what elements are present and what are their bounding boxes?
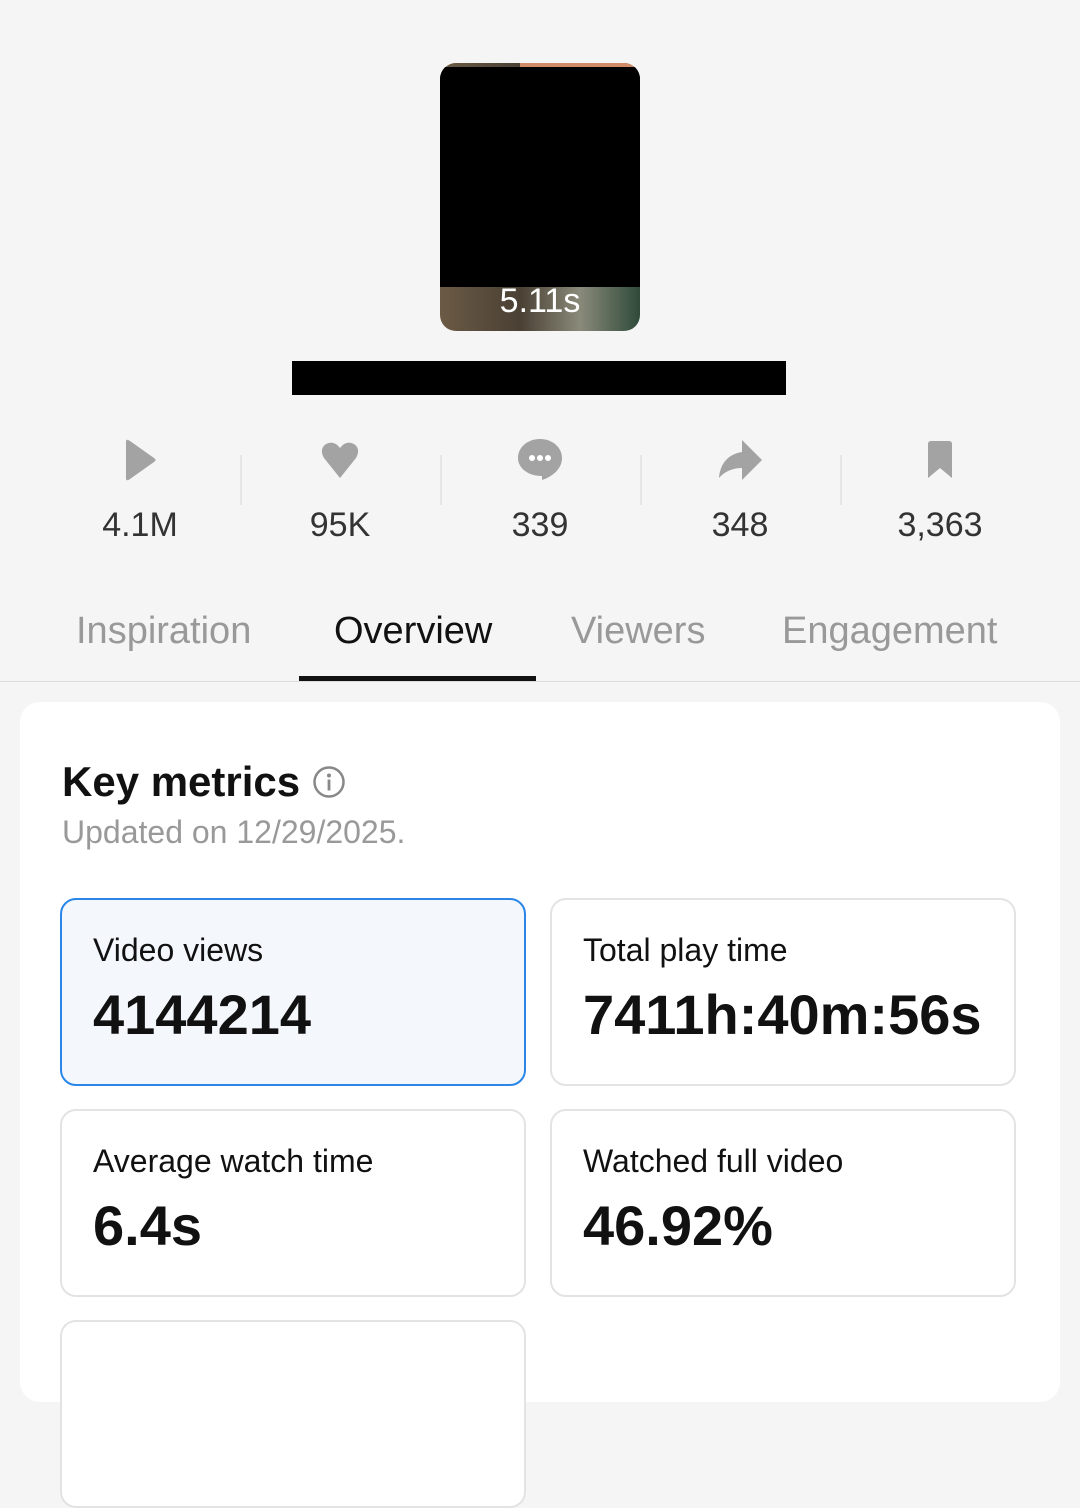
metric-label: Total play time (583, 932, 788, 968)
stat-value: 4.1M (102, 506, 178, 544)
metric-card-partial[interactable] (60, 1320, 526, 1508)
play-icon (126, 439, 156, 481)
stat-value: 339 (511, 506, 569, 544)
tab-overview[interactable]: Overview (334, 610, 493, 652)
stat-saves: 3,363 (840, 430, 1040, 545)
metric-video-views[interactable]: Video views 4144214 (60, 898, 526, 1086)
metric-label: Video views (93, 932, 264, 968)
tab-engagement[interactable]: Engagement (782, 610, 998, 652)
metric-value: 7411h:40m:56s (583, 983, 982, 1046)
key-metrics-card: Key metrics Updated on 12/29/2025. Video… (20, 702, 1060, 1508)
metric-label: Watched full video (583, 1143, 844, 1179)
share-icon (719, 440, 762, 480)
tab-inspiration[interactable]: Inspiration (76, 610, 252, 652)
metric-value: 4144214 (93, 983, 312, 1046)
bookmark-icon (928, 441, 952, 478)
info-icon[interactable] (312, 765, 346, 799)
stat-views: 4.1M (40, 430, 240, 545)
stat-comments: 339 (440, 430, 640, 545)
stat-value: 3,363 (897, 506, 983, 544)
thumbnail-edge (520, 63, 635, 69)
metric-value: 46.92% (583, 1194, 773, 1257)
stats-row: 4.1M 95K 339 348 3,363 (40, 430, 1040, 545)
tab-viewers[interactable]: Viewers (571, 610, 706, 652)
video-duration: 5.11s (499, 282, 581, 320)
section-title: Key metrics (62, 758, 346, 806)
redacted-area (440, 67, 640, 287)
stat-shares: 348 (640, 430, 840, 545)
redacted-title (292, 361, 786, 395)
stat-likes: 95K (240, 430, 440, 545)
heart-icon (321, 442, 359, 478)
metric-label: Average watch time (93, 1143, 374, 1179)
tab-bar: Inspiration Overview Viewers Engagement (0, 600, 1080, 682)
metric-watched-full-video[interactable]: Watched full video 46.92% (550, 1109, 1016, 1297)
metric-total-play-time[interactable]: Total play time 7411h:40m:56s (550, 898, 1016, 1086)
video-thumbnail[interactable] (440, 63, 640, 331)
comment-icon (518, 439, 562, 480)
updated-date: Updated on 12/29/2025. (62, 814, 406, 850)
stat-value: 348 (711, 506, 769, 544)
metric-value: 6.4s (93, 1194, 202, 1257)
stat-value: 95K (309, 506, 371, 544)
active-tab-indicator (299, 676, 536, 681)
key-metrics-title: Key metrics (62, 758, 301, 805)
metric-average-watch-time[interactable]: Average watch time 6.4s (60, 1109, 526, 1297)
